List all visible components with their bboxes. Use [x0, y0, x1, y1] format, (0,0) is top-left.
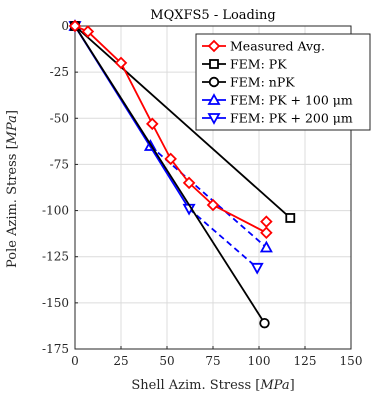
series-4-point — [250, 262, 264, 275]
series-2-point — [259, 317, 270, 329]
legend-marker-3 — [207, 93, 221, 105]
legend-marker-4 — [207, 113, 221, 125]
series-0-point — [182, 176, 196, 190]
x-tick-label: 75 — [205, 354, 220, 368]
series-0-point — [81, 25, 95, 38]
series-layer — [68, 19, 296, 329]
chart-title: MQXFS5 - Loading — [150, 8, 275, 23]
plot-frame — [74, 25, 352, 350]
y-tick-label: -50 — [50, 111, 69, 125]
y-axis-label: Pole Azim. Stress [MPa] — [5, 110, 20, 268]
legend-marker-2 — [208, 76, 220, 88]
x-tick-label: 100 — [248, 354, 271, 368]
legend-label-1: FEM: PK — [230, 57, 287, 72]
x-axis-label-text: Shell Azim. Stress [ — [131, 378, 260, 393]
series-2-line — [74, 25, 266, 324]
legend-marker-0 — [207, 39, 221, 53]
y-tick-label: 0 — [61, 19, 69, 33]
y-axis-unit: MPa — [5, 115, 20, 145]
y-tick-label: -125 — [42, 250, 69, 264]
legend: Measured Avg. FEM: PK FEM: nPK FEM: PK + 10… — [195, 33, 371, 131]
series-0-point — [206, 198, 220, 212]
y-axis-label-text: Pole Azim. Stress [ — [5, 144, 20, 268]
x-tick-label: 0 — [71, 354, 79, 368]
series-1-line — [74, 25, 291, 219]
x-axis-label-close: ] — [290, 378, 295, 393]
series-0-point — [146, 117, 159, 131]
x-tick-label: 25 — [113, 354, 128, 368]
legend-label-0: Measured Avg. — [230, 39, 325, 54]
legend-label-2: FEM: nPK — [230, 75, 295, 90]
legend-label-4: FEM: PK + 200 μm — [230, 111, 353, 126]
y-tick-label: -175 — [42, 342, 69, 356]
y-tick-label: -25 — [50, 65, 69, 79]
series-4-line-dashed — [188, 208, 258, 269]
series-0-point — [260, 226, 273, 239]
series-3-point — [259, 240, 273, 253]
series-0-point — [68, 19, 82, 33]
legend-label-3: FEM: PK + 100 μm — [230, 93, 353, 108]
y-tick-label: -75 — [50, 157, 69, 171]
x-tick-label: 50 — [159, 354, 174, 368]
legend-marker-1 — [209, 59, 219, 69]
y-axis-label-close: ] — [5, 110, 20, 115]
series-0-point — [164, 152, 177, 166]
x-tick-label: 150 — [340, 354, 363, 368]
x-axis-unit: MPa — [259, 378, 289, 393]
series-1-point — [285, 213, 296, 223]
y-tick-label: -100 — [42, 204, 69, 218]
x-axis-label: Shell Azim. Stress [MPa] — [131, 378, 294, 393]
y-tick-label: -150 — [42, 296, 69, 310]
series-0-point — [260, 215, 273, 228]
axes — [74, 25, 352, 350]
series-0-point — [114, 56, 128, 70]
x-tick-label: 125 — [294, 354, 317, 368]
tick-labels: 0 25 50 75 100 125 150 0 -25 -50 -75 -100 -125 -150 -1… — [42, 19, 362, 368]
